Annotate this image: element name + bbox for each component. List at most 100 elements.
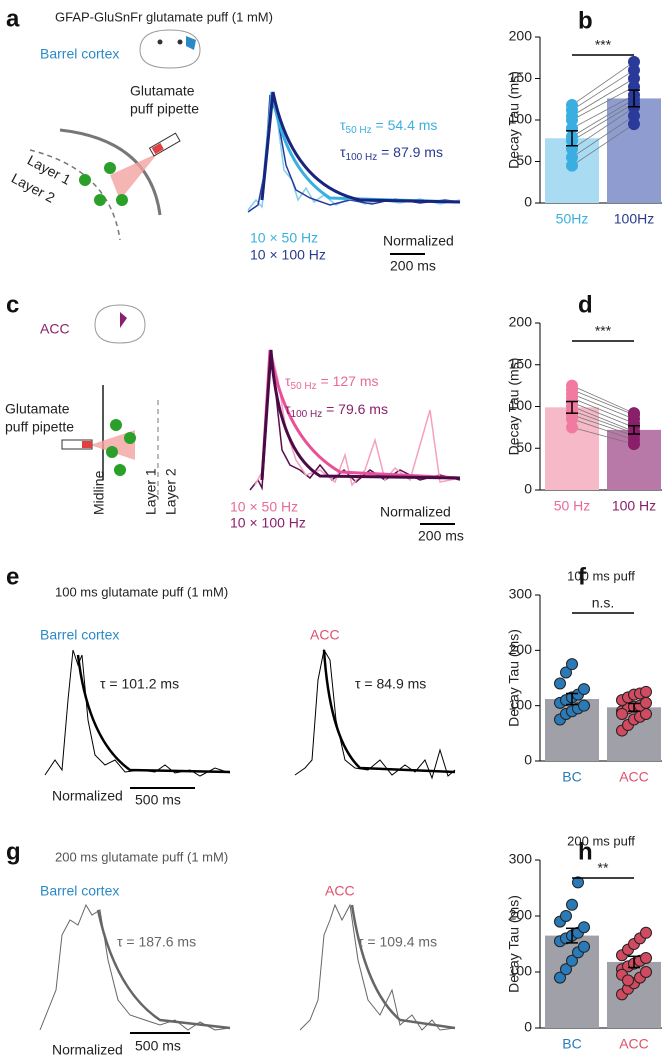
y-tick-label: 300	[509, 586, 533, 602]
y-tick-label: 200	[509, 641, 533, 657]
data-point	[560, 666, 572, 679]
scale-label: 500 ms	[135, 1038, 181, 1054]
y-axis-label: Decay Tau (ms)	[506, 629, 522, 727]
midline-label: Midline	[91, 470, 107, 515]
pair-line	[571, 107, 635, 150]
data-point	[566, 898, 578, 911]
region-label: ACC	[40, 321, 70, 337]
pair-line	[571, 98, 635, 137]
legend-label: 10 × 50 Hz	[230, 499, 298, 515]
data-point	[628, 55, 640, 68]
region-label: ACC	[325, 883, 355, 899]
data-point	[578, 683, 590, 696]
panel-title: GFAP-GluSnFr glutamate puff (1 mM)	[55, 9, 273, 24]
chart-title: 200 ms puff	[567, 833, 635, 848]
pair-line	[571, 410, 635, 434]
tau-label: τ50 Hz = 54.4 ms	[340, 117, 437, 136]
scale-label: 200 ms	[418, 528, 464, 544]
pair-line	[571, 393, 635, 420]
tau-label: τ = 109.4 ms	[358, 934, 437, 950]
tau-label: τ = 84.9 ms	[355, 676, 426, 692]
y-tick-label: 150	[509, 355, 533, 371]
y-tick-label: 0	[524, 194, 532, 210]
significance-label: ***	[595, 323, 612, 339]
panel-title: 100 ms glutamate puff (1 mM)	[55, 584, 228, 599]
scale-label: 200 ms	[390, 258, 436, 274]
pair-line	[571, 78, 635, 117]
data-point	[572, 876, 584, 889]
data-point	[640, 952, 652, 964]
region-label: Barrel cortex	[40, 46, 119, 62]
x-tick-label: 50 Hz	[554, 498, 591, 514]
y-tick-label: 50	[516, 439, 532, 455]
panel-letter: e	[6, 563, 19, 590]
data-point	[640, 926, 652, 939]
x-tick-label: ACC	[619, 769, 649, 785]
y-tick-label: 0	[524, 481, 532, 497]
pair-line	[571, 86, 635, 121]
pair-line	[571, 406, 635, 432]
y-axis-label: Decay Tau (ms)	[506, 71, 522, 169]
y-tick-label: 100	[509, 111, 533, 127]
y-tick-label: 0	[524, 1019, 532, 1035]
x-tick-label: 100 Hz	[612, 498, 656, 514]
significance-label: **	[598, 860, 609, 876]
y-tick-label: 200	[509, 907, 533, 923]
bar	[607, 961, 661, 1028]
data-point	[622, 974, 634, 987]
panel-letter: c	[6, 291, 19, 318]
pair-line	[571, 397, 635, 424]
region-label: Barrel cortex	[40, 883, 119, 899]
data-point	[554, 971, 566, 984]
data-point	[560, 910, 572, 922]
normalized-label: Normalized	[52, 788, 123, 804]
x-tick-label: BC	[562, 1036, 581, 1052]
tau-label: τ50 Hz = 127 ms	[285, 373, 379, 392]
panel-letter: d	[578, 291, 593, 318]
pipette-label: puff pipette	[5, 419, 74, 435]
data-point	[566, 99, 578, 112]
y-tick-label: 0	[524, 752, 532, 768]
x-tick-label: 100Hz	[614, 211, 654, 227]
tau-label: τ100 Hz = 79.6 ms	[285, 401, 388, 420]
trace	[249, 349, 461, 491]
trace	[44, 648, 456, 780]
panel-letter: f	[578, 563, 587, 590]
significance-label: ***	[595, 37, 612, 53]
data-point	[578, 921, 590, 934]
pair-line	[571, 61, 635, 106]
brain-icon	[139, 29, 201, 69]
data-point	[640, 685, 652, 698]
pipette-label: puff pipette	[130, 101, 199, 117]
panel-letter: h	[578, 838, 593, 865]
pair-line	[571, 103, 635, 142]
x-tick-label: ACC	[619, 1036, 649, 1052]
data-point	[578, 940, 590, 953]
data-point	[616, 707, 628, 720]
pair-line	[571, 414, 635, 437]
legend-label: 10 × 50 Hz	[250, 230, 318, 246]
y-tick-label: 100	[509, 696, 533, 712]
normalized-label: Normalized	[52, 1042, 123, 1058]
x-tick-label: 50Hz	[556, 211, 589, 227]
data-point	[566, 379, 578, 392]
pipette-label: Glutamate	[5, 401, 70, 417]
normalized-label: Normalized	[380, 504, 451, 520]
pair-line	[571, 385, 635, 414]
layer-label: Layer 1	[143, 468, 159, 515]
pair-line	[571, 94, 635, 129]
y-tick-label: 100	[509, 397, 533, 413]
panel-title: 200 ms glutamate puff (1 mM)	[55, 849, 228, 864]
brain-icon	[94, 304, 146, 344]
region-label: ACC	[310, 627, 340, 643]
pair-line	[571, 426, 635, 445]
illustration	[29, 128, 181, 241]
pair-line	[571, 418, 635, 441]
panel-letter: g	[6, 838, 21, 865]
pair-line	[571, 389, 635, 416]
y-tick-label: 50	[516, 152, 532, 168]
panel-letter: b	[578, 7, 593, 34]
data-point	[566, 658, 578, 671]
scale-label: 500 ms	[135, 792, 181, 808]
